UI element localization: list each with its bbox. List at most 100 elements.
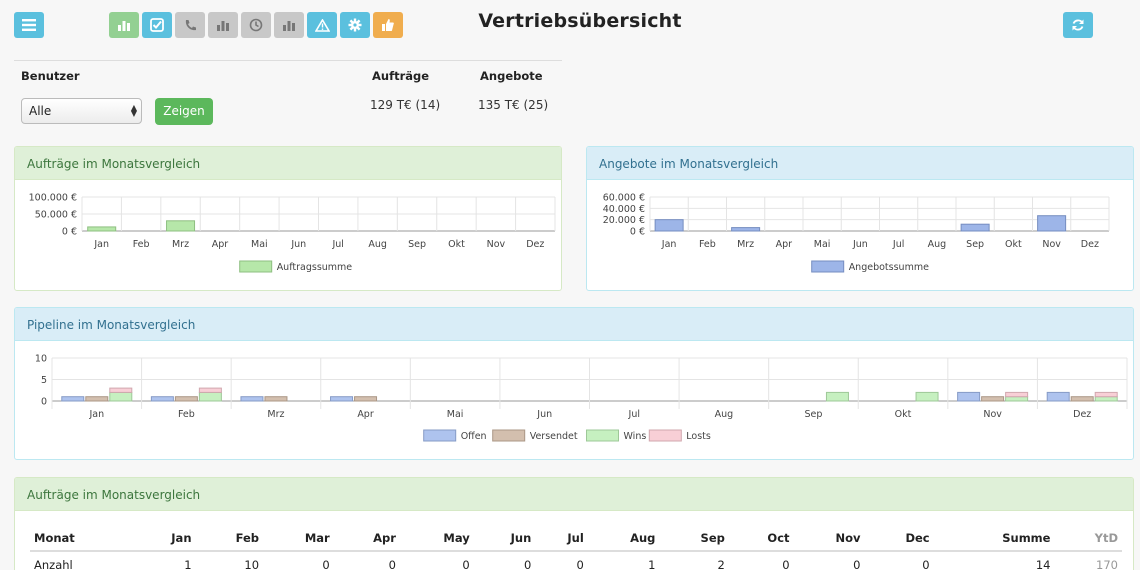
legend-swatch	[239, 260, 273, 273]
bar-offen	[150, 396, 174, 402]
thumbs-up-button[interactable]	[373, 12, 403, 38]
table-cell: Anzahl	[34, 558, 73, 570]
x-tick-label: Dez	[526, 239, 544, 250]
bar-angebotssumme	[1037, 215, 1067, 232]
table-header-cell: May	[399, 522, 474, 552]
bar-versendet	[981, 396, 1005, 402]
phone-button[interactable]	[175, 12, 205, 38]
y-tick-label: 0 €	[630, 227, 645, 238]
table-header-cell: Mar	[263, 522, 334, 552]
bar-versendet	[85, 396, 109, 402]
bar-losts	[1094, 391, 1118, 398]
bar-chart-icon	[217, 21, 229, 31]
pipeline-chart: 10 5 0 Jan Feb Mrz Apr Mai Jun Jul Aug Sep Okt Nov Dez…	[35, 354, 1128, 442]
y-tick-label: 10	[35, 354, 47, 365]
menu-list-icon	[22, 19, 36, 31]
orders-table: Monat Jan Feb Mar Apr May Jun Jul Aug Sep Oct Nov De…	[30, 522, 1122, 570]
orders-panel-title: Aufträge im Monatsvergleich	[15, 147, 561, 180]
x-tick-label: Feb	[699, 239, 716, 250]
menu-button[interactable]	[14, 12, 44, 38]
x-tick-label: Sep	[408, 239, 426, 250]
bar-wins	[825, 391, 849, 402]
table-cell: 170	[1096, 558, 1118, 570]
x-tick-label: Dez	[1073, 409, 1091, 420]
table-header-cell: Feb	[195, 522, 264, 552]
orders-chart-panel: Aufträge im Monatsvergleich 100.000 € 50.…	[14, 146, 562, 291]
offers-total-value: 135 T€ (25)	[478, 98, 549, 112]
x-tick-label: Aug	[928, 239, 947, 250]
x-tick-label: Sep	[966, 239, 984, 250]
x-tick-label: Jul	[892, 239, 904, 250]
bar-losts	[109, 387, 133, 393]
show-button[interactable]: Zeigen	[155, 98, 213, 125]
table-header-cell: Dec	[864, 522, 934, 552]
bar-offen	[61, 396, 85, 402]
legend-label: Offen	[461, 431, 487, 442]
clock-button[interactable]	[241, 12, 271, 38]
y-tick-label: 100.000 €	[29, 193, 77, 204]
legend-label: Auftragssumme	[277, 262, 353, 273]
stats2-button[interactable]	[274, 12, 304, 38]
x-tick-label: Mrz	[267, 409, 284, 420]
table-cell: 14	[1035, 558, 1051, 570]
y-tick-label: 60.000 €	[603, 193, 645, 204]
bar-offen	[1046, 391, 1070, 402]
bar-offen	[240, 396, 264, 402]
legend-swatch	[648, 429, 682, 442]
x-tick-label: Aug	[368, 239, 387, 250]
gear-icon	[348, 18, 362, 32]
refresh-button[interactable]	[1063, 12, 1093, 38]
check-button[interactable]	[142, 12, 172, 38]
x-tick-label: Aug	[715, 409, 734, 420]
table-header-cell: Sep	[659, 522, 729, 552]
table-cell: 0	[462, 558, 470, 570]
x-tick-label: Jun	[536, 409, 552, 420]
bar-auftragssumme	[166, 220, 196, 232]
table-cell: 1	[184, 558, 192, 570]
x-tick-label: Jan	[661, 239, 677, 250]
warning-button[interactable]	[307, 12, 337, 38]
x-tick-label: Dez	[1081, 239, 1099, 250]
bar-wins	[109, 391, 133, 402]
page-title: Vertriebsübersicht	[478, 10, 682, 32]
orders-column-header: Aufträge	[372, 69, 430, 83]
y-tick-label: 20.000 €	[603, 215, 645, 226]
bar-wins	[1094, 396, 1118, 402]
x-tick-label: Feb	[178, 409, 195, 420]
bar-chart-button[interactable]	[109, 12, 139, 38]
offers-chart-panel: Angebote im Monatsvergleich 60.000 €40.0…	[586, 146, 1134, 291]
legend-label: Angebotssumme	[849, 262, 929, 273]
phone-icon	[185, 19, 196, 30]
bar-offen	[957, 391, 981, 402]
bar-angebotssumme	[731, 227, 761, 232]
clock-icon	[249, 18, 263, 32]
x-tick-label: Mai	[251, 239, 268, 250]
user-select-value: Alle	[29, 104, 52, 118]
table-header-cell: Jan	[134, 522, 196, 552]
table-header-cell: Jun	[473, 522, 536, 552]
y-tick-label: 0	[41, 397, 47, 408]
bar-losts	[198, 387, 222, 393]
user-column-header: Benutzer	[21, 69, 80, 83]
stats-button[interactable]	[208, 12, 238, 38]
legend-label: Versendet	[530, 431, 578, 442]
x-tick-label: Jun	[290, 239, 306, 250]
table-cell: 0	[523, 558, 532, 570]
user-select[interactable]: Alle ▲ ▼	[21, 98, 142, 124]
bar-versendet	[174, 396, 198, 402]
legend-swatch	[586, 429, 619, 442]
table-header-cell: Jul	[535, 522, 588, 552]
x-tick-label: Okt	[1005, 239, 1022, 250]
bar-versendet	[354, 396, 378, 402]
settings-button[interactable]	[340, 12, 370, 38]
x-tick-label: Nov	[487, 239, 506, 250]
x-tick-label: Jul	[331, 239, 343, 250]
x-tick-label: Nov	[983, 409, 1002, 420]
orders-total-value: 129 T€ (14)	[370, 98, 441, 112]
x-tick-label: Nov	[1042, 239, 1061, 250]
x-tick-label: Jan	[93, 239, 109, 250]
x-tick-label: Jan	[88, 409, 104, 420]
table-header-cell: Summe	[933, 522, 1055, 552]
y-tick-label: 50.000 €	[35, 210, 77, 221]
bar-angebotssumme	[654, 219, 684, 232]
